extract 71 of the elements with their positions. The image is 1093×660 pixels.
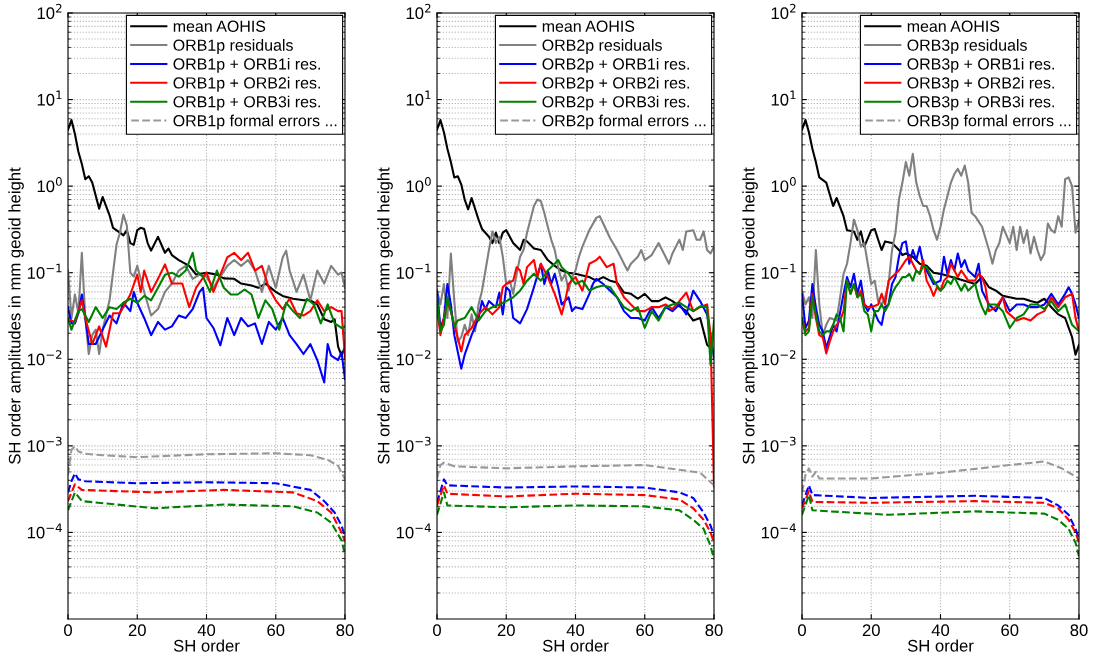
x-tick-label: 80	[705, 624, 723, 637]
legend-label: ORB2p + ORB2i res.	[542, 76, 689, 92]
y-tick-label: 10$^{2}$	[37, 3, 62, 20]
y-axis-title: SH order amplitudes in mm geoid height	[742, 167, 758, 464]
y-tick-label: 10$^{0}$	[771, 177, 796, 193]
line-series	[437, 461, 714, 487]
y-tick-label: 10$^{−1}$	[761, 263, 796, 279]
y-tick-label: 10$^{1}$	[37, 90, 62, 106]
y-tick-label: 10$^{−2}$	[27, 350, 62, 366]
y-tick-label: 10$^{2}$	[406, 3, 431, 20]
legend-label: ORB3p residuals	[907, 39, 1027, 54]
x-tick-label: 80	[336, 624, 354, 637]
line-series	[68, 445, 345, 481]
y-tick-label: 10$^{−3}$	[396, 436, 431, 452]
y-tick-label: 10$^{−4}$	[27, 523, 62, 539]
x-tick-label: 0	[798, 624, 806, 637]
y-tick-label: 10$^{1}$	[406, 90, 431, 106]
line-series	[802, 255, 1079, 355]
legend-label: ORB3p + ORB3i res.	[907, 95, 1054, 111]
line-series	[802, 264, 1079, 337]
x-tick-label: 0	[64, 624, 72, 637]
y-tick-label: 10$^{−1}$	[396, 263, 431, 279]
line-series	[68, 483, 345, 543]
x-axis-title: SH order	[907, 639, 974, 652]
x-axis-title: SH order	[542, 639, 609, 652]
x-tick-label: 0	[433, 624, 441, 637]
y-tick-label: 10$^{0}$	[406, 177, 431, 193]
legend-label: ORB1p + ORB1i res.	[173, 57, 320, 73]
y-tick-label: 10$^{−1}$	[27, 263, 62, 279]
y-tick-label: 10$^{−2}$	[396, 350, 431, 366]
y-axis-title: SH order amplitudes in mm geoid height	[8, 167, 24, 464]
legend-label: ORB1p + ORB3i res.	[173, 95, 320, 111]
y-tick-label: 10$^{−4}$	[761, 523, 796, 539]
x-tick-label: 60	[267, 624, 285, 637]
legend-label: ORB1p residuals	[173, 39, 293, 54]
x-tick-label: 40	[931, 624, 950, 637]
x-tick-label: 80	[1070, 624, 1088, 637]
y-tick-label: 10$^{1}$	[771, 90, 796, 106]
y-tick-label: 10$^{−3}$	[27, 436, 62, 452]
legend-label: ORB2p formal errors ...	[542, 114, 706, 130]
line-series	[68, 286, 345, 384]
x-tick-label: 20	[128, 624, 146, 637]
x-tick-label: 60	[636, 624, 654, 637]
y-axis-title: SH order amplitudes in mm geoid height	[377, 167, 393, 464]
legend-label: ORB3p formal errors ...	[907, 114, 1071, 130]
line-series	[802, 494, 1079, 558]
legend-label: ORB3p + ORB2i res.	[907, 76, 1054, 92]
y-tick-label: 10$^{0}$	[37, 177, 62, 193]
y-tick-label: 10$^{−2}$	[761, 350, 796, 366]
x-axis-title: SH order	[173, 639, 240, 652]
x-tick-label: 20	[862, 624, 880, 637]
y-tick-label: 10$^{2}$	[771, 3, 796, 20]
line-series	[68, 213, 345, 356]
legend-label: mean AOHIS	[542, 20, 635, 32]
legend-label: ORB3p + ORB1i res.	[907, 57, 1054, 73]
legend-label: ORB2p residuals	[542, 39, 662, 54]
line-series	[802, 240, 1079, 350]
legend-label: ORB2p + ORB3i res.	[542, 95, 689, 111]
legend-label: mean AOHIS	[173, 20, 266, 32]
y-tick-label: 10$^{−3}$	[761, 436, 796, 452]
y-tick-label: 10$^{−4}$	[396, 523, 431, 539]
x-tick-label: 20	[497, 624, 515, 637]
legend-label: ORB1p formal errors ...	[173, 114, 337, 130]
x-tick-label: 60	[1001, 624, 1019, 637]
legend-label: ORB2p + ORB1i res.	[542, 57, 689, 73]
x-tick-label: 40	[566, 624, 585, 637]
legend-label: ORB1p + ORB2i res.	[173, 76, 320, 92]
legend-label: mean AOHIS	[907, 20, 1000, 32]
x-tick-label: 40	[197, 624, 216, 637]
line-series	[437, 198, 714, 343]
line-series	[68, 251, 345, 331]
